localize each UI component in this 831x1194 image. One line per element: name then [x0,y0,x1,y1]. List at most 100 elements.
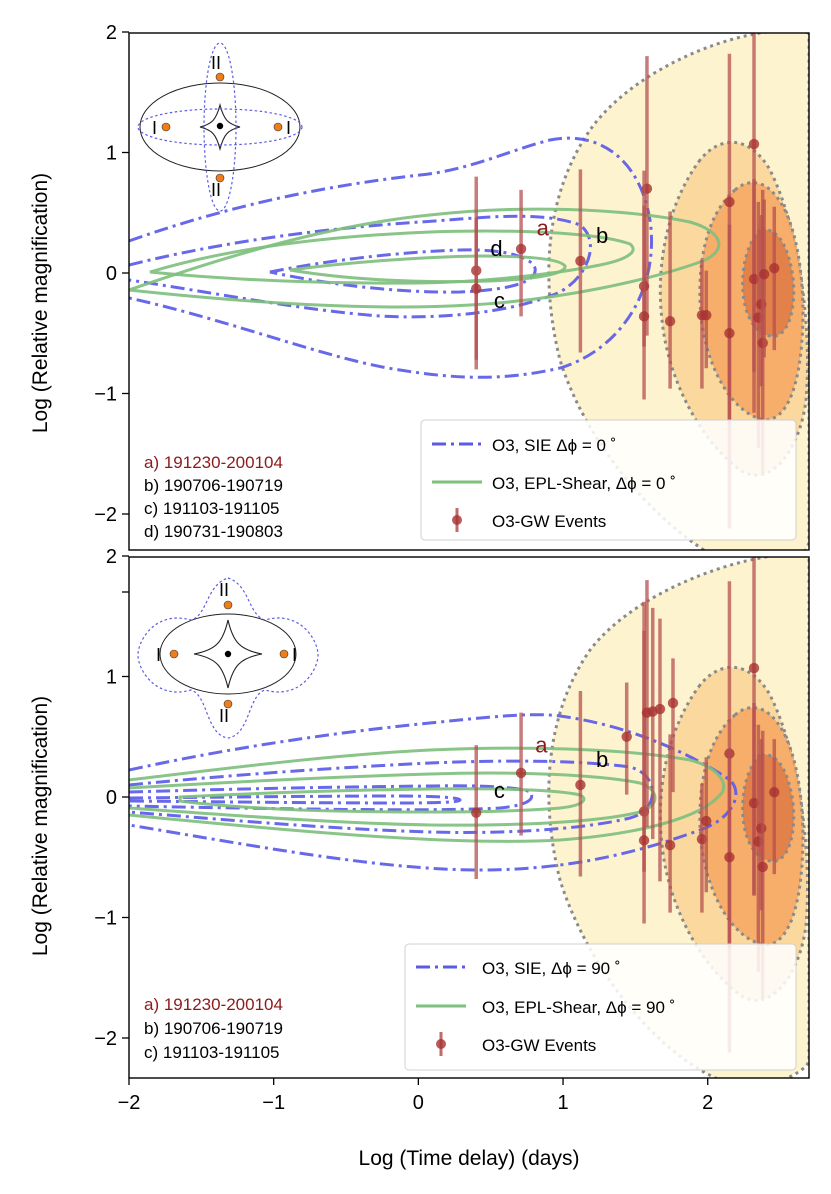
event-marker [664,316,676,327]
event-marker [621,731,632,742]
image-dot [215,72,225,82]
legend-sie-label: O3, SIE Δϕ = 0 ˚ [492,436,616,455]
pair-label: a) 191230-200104 [144,453,283,472]
critical-curve-ellipse [159,613,297,695]
image-label-I: I [286,118,291,138]
image-dot [273,122,283,132]
legend-box [420,419,797,541]
y-tick-label: 0 [106,263,117,285]
image-dot [223,699,233,709]
caustic-astroid [199,102,241,152]
event-marker [638,835,650,846]
event-marker [758,269,770,280]
bottom-pair-list: a) 191230-200104 b) 190706-190719 c) 191… [144,995,283,1062]
pair-label: b) 190706-190719 [144,1019,283,1038]
y-axis-label-bottom: Log (Relative magnification) [29,696,52,956]
y-tick-label: 1 [106,143,117,165]
legend-epl-label: O3, EPL-Shear, Δϕ = 90 ˚ [482,998,675,1017]
point-label: a [535,732,548,757]
legend-event-marker [436,1039,446,1049]
point-label: c [494,288,505,313]
y-tick-label: −2 [94,1028,117,1050]
point-label: a [537,216,550,241]
image-dot [169,649,179,659]
top-events: a b c d [471,33,780,529]
x-tick-label: −2 [118,1092,141,1114]
top-epl-contours [129,207,721,309]
point-label: c [494,778,505,803]
event-marker [769,262,780,274]
event-marker [575,779,586,791]
point-label: d [490,236,502,261]
image-dot [161,122,171,132]
event-marker [471,807,482,818]
x-tick-label: 1 [557,1092,568,1114]
event-marker [724,196,735,208]
x-tick-label: 0 [413,1092,424,1114]
image-label-I: I [292,645,297,665]
image-label-I: I [152,118,157,138]
event-marker [471,283,482,294]
top-y-ticks: −2 −1 0 1 2 [94,22,129,526]
top-legend: O3, SIE Δϕ = 0 ˚ O3, EPL-Shear, Δϕ = 0 ˚… [420,419,797,541]
legend-event-label: O3-GW Events [482,1036,596,1055]
image-label-I: I [156,645,161,665]
epl-outer [129,207,721,309]
bottom-events: a b c [471,557,780,1053]
y-tick-label: 2 [106,22,117,44]
critical-curve-horizontal [137,108,303,146]
sie-outer [129,713,738,872]
legend-box [404,943,797,1071]
bottom-lens-inset: I I II II [137,577,319,739]
bottom-y-ticks: −2 −1 0 1 2 [94,546,129,1050]
sie-inner [129,784,534,812]
y-tick-label: 2 [106,546,117,568]
epl-mid [149,229,635,285]
critical-curve-ellipse [139,82,301,172]
pair-label: a) 191230-200104 [144,995,283,1014]
top-lens-inset: I I II II [137,42,303,212]
y-tick-label: 0 [106,787,117,809]
event-marker [701,309,712,321]
pair-label: b) 190706-190719 [144,476,283,495]
top-pair-list: a) 191230-200104 b) 190706-190719 c) 191… [144,453,283,541]
epl-mid [129,771,657,827]
epl-inner [289,254,567,284]
event-marker [575,255,586,267]
event-marker [515,767,527,779]
event-marker [748,662,760,674]
pair-label: c) 191103-191105 [144,1043,279,1062]
x-tick-label: 2 [702,1092,713,1114]
critical-curve-distorted [137,577,319,739]
bottom-axes-frame [128,556,810,1079]
sie-mid [129,759,654,834]
y-axis-label-top: Log (Relative magnification) [29,173,52,433]
image-label-II: II [211,53,221,73]
point-label: b [596,223,608,248]
x-ticks: −2 −1 0 1 2 [118,1078,713,1114]
event-marker [667,697,679,709]
event-marker [748,138,760,150]
top-panel: a b c d −2 −1 0 1 2 I I II II a) 191230-200104 … [94,22,810,551]
pair-label: d) 190731-190803 [144,522,283,541]
critical-curve-vertical [203,42,237,212]
event-marker [724,328,735,339]
sie-core [129,794,462,805]
epl-outer [129,746,726,843]
event-marker [515,243,527,255]
image-label-II: II [219,706,229,726]
image-label-II: II [219,580,229,600]
source-dot [216,122,224,130]
caustic-astroid [193,619,263,689]
legend-epl-label: O3, EPL-Shear, Δϕ = 0 ˚ [492,474,676,493]
event-marker [724,852,735,863]
y-tick-label: 1 [106,667,117,689]
y-tick-label: −1 [94,908,117,930]
sie-outer [129,136,653,379]
y-tick-label: −2 [94,504,117,526]
pair-label: c) 191103-191105 [144,499,279,518]
legend-event-marker [452,515,462,525]
point-label: b [596,747,608,772]
event-marker [757,861,768,873]
